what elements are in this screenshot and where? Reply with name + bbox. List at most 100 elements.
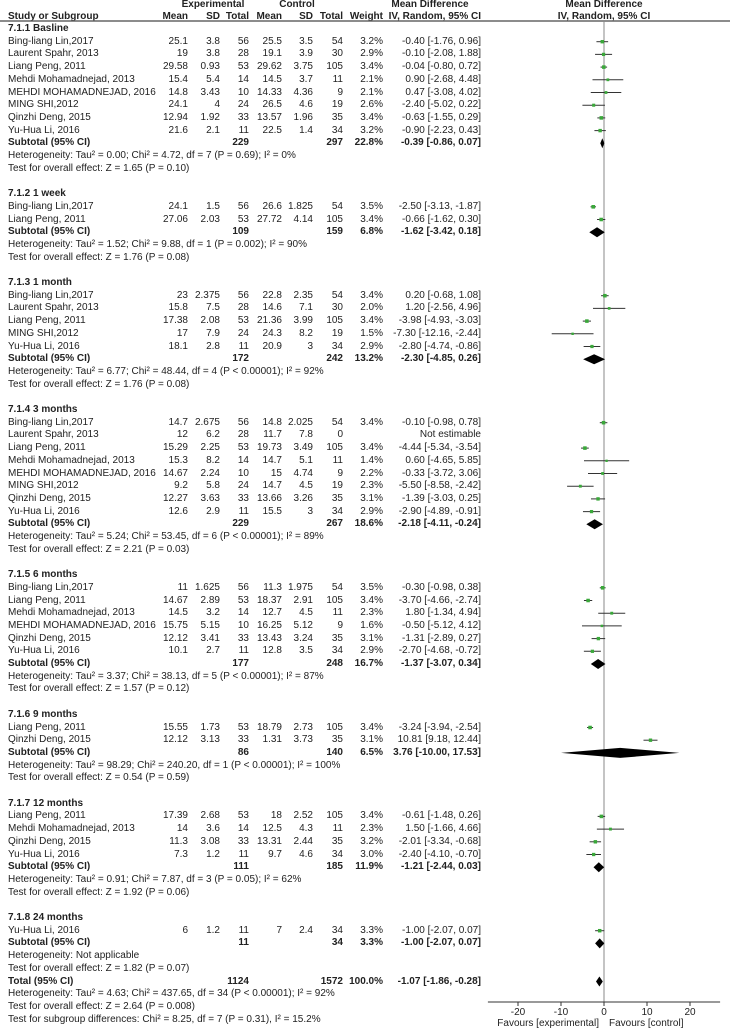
study-cell: 2.52 xyxy=(293,810,313,822)
study-cell: -0.30 [-0.98, 0.38] xyxy=(402,581,481,593)
subtotal-label: Subtotal (95% CI) xyxy=(8,518,91,530)
study-cell: -4.44 [-5.34, -3.54] xyxy=(398,442,481,454)
study-cell: -2.40 [-5.02, 0.22] xyxy=(402,99,481,111)
study-cell: 30 xyxy=(331,302,343,314)
study-cell: 4.36 xyxy=(293,86,313,98)
x-axis-tick-label: 0 xyxy=(601,1007,607,1018)
study-cell: 33 xyxy=(237,632,249,644)
study-cell: 23 xyxy=(176,289,188,301)
subtotal-cell: -2.30 [-4.85, 0.26] xyxy=(400,353,481,365)
subtotal-cell: 267 xyxy=(326,518,343,530)
study-cell: 2.375 xyxy=(194,289,220,301)
plot-header-method: IV, Random, 95% CI xyxy=(557,11,651,22)
study-point-marker xyxy=(648,738,653,742)
study-cell: 11.3 xyxy=(263,581,282,593)
study-name: Liang Peng, 2011 xyxy=(8,213,86,225)
study-cell: 14 xyxy=(237,823,249,835)
study-cell: -5.50 [-8.58, -2.42] xyxy=(398,480,481,492)
study-cell: 14.8 xyxy=(262,416,282,428)
overall-effect-text: Test for overall effect: Z = 1.92 (P = 0… xyxy=(8,886,190,898)
study-name: MING SHI,2012 xyxy=(8,480,79,492)
x-axis-tick-label: 20 xyxy=(684,1007,696,1018)
study-point-marker xyxy=(596,636,601,641)
study-name: Liang Peng, 2011 xyxy=(8,61,86,73)
study-cell: 11 xyxy=(238,124,249,136)
study-cell: 6 xyxy=(182,924,188,936)
study-cell: 1.92 xyxy=(200,111,220,123)
header-method: IV, Random, 95% CI xyxy=(388,11,481,22)
study-cell: 3.99 xyxy=(293,315,313,327)
subtotal-cell: 3.76 [-10.00, 17.53] xyxy=(393,746,481,758)
heterogeneity-text: Heterogeneity: Tau² = 98.29; Chi² = 240.… xyxy=(8,759,341,771)
study-cell: -0.66 [-1.62, 0.30] xyxy=(402,213,481,225)
overall-effect-text: Test for overall effect: Z = 1.76 (P = 0… xyxy=(8,251,190,263)
subtotal-diamond xyxy=(583,354,606,365)
study-point-marker xyxy=(601,52,606,57)
study-cell: 3.6 xyxy=(206,823,220,835)
study-cell: 24.1 xyxy=(168,200,188,212)
subtotal-label: Subtotal (95% CI) xyxy=(8,353,91,365)
study-cell: 9.2 xyxy=(174,480,188,492)
study-cell: -0.61 [-1.48, 0.26] xyxy=(402,810,481,822)
study-cell: -0.63 [-1.55, 0.29] xyxy=(402,111,481,123)
study-name: Yu-Hua Li, 2016 xyxy=(8,924,80,936)
study-cell: 0.60 [-4.65, 5.85] xyxy=(405,454,481,466)
study-cell: 105 xyxy=(326,810,343,822)
study-cell: 4.3 xyxy=(299,823,313,835)
study-cell: 12.12 xyxy=(162,632,188,644)
study-cell: 4.6 xyxy=(299,848,313,860)
subtotal-diamond xyxy=(561,747,680,758)
study-cell: 3.4% xyxy=(360,315,383,327)
study-cell: 35 xyxy=(331,632,343,644)
study-cell: 26.6 xyxy=(262,200,282,212)
subtotal-cell: 229 xyxy=(232,137,249,149)
study-cell: 1.4% xyxy=(360,454,383,466)
study-cell: 3.4% xyxy=(360,213,383,225)
study-name: Bing-liang Lin,2017 xyxy=(8,200,94,212)
study-point-marker xyxy=(571,332,574,335)
study-cell: 34 xyxy=(331,340,343,352)
subtotal-cell: 297 xyxy=(326,137,343,149)
total-overall-effect-text: Test for overall effect: Z = 2.64 (P = 0… xyxy=(8,1000,195,1012)
study-point-marker xyxy=(588,725,592,730)
study-cell: 19 xyxy=(331,480,343,492)
study-cell: 14.8 xyxy=(168,86,188,98)
subtotal-cell: 248 xyxy=(326,658,343,669)
overall-effect-text: Test for overall effect: Z = 1.65 (P = 0… xyxy=(8,162,190,174)
study-cell: 2.73 xyxy=(293,721,313,733)
study-cell: 28 xyxy=(237,48,249,60)
study-point-marker xyxy=(590,649,595,653)
x-axis-tick-label: -10 xyxy=(553,1007,569,1018)
study-cell: 14.5 xyxy=(168,607,188,619)
study-name: Liang Peng, 2011 xyxy=(8,721,86,733)
study-cell: 2.68 xyxy=(200,810,220,822)
study-cell: 3.13 xyxy=(200,734,220,746)
study-cell: 3.49 xyxy=(293,442,313,454)
study-cell: 30 xyxy=(331,48,343,60)
study-cell: 35 xyxy=(331,835,343,847)
study-cell: -2.50 [-3.13, -1.87] xyxy=(398,200,481,212)
study-cell: 3.5% xyxy=(360,581,383,593)
study-point-marker xyxy=(591,205,596,209)
study-cell: 10.81 [9.18, 12.44] xyxy=(397,734,481,746)
study-point-marker xyxy=(589,509,594,514)
study-cell: 29.58 xyxy=(162,61,188,73)
study-cell: -0.04 [-0.80, 0.72] xyxy=(402,61,481,73)
subtotal-cell: 185 xyxy=(326,861,343,873)
subtotal-cell: 140 xyxy=(326,746,343,758)
study-cell: 35 xyxy=(331,111,343,123)
study-cell: 27.72 xyxy=(256,213,282,225)
study-cell: 27.06 xyxy=(162,213,188,225)
study-cell: 11.3 xyxy=(169,835,188,847)
study-cell: 15.8 xyxy=(168,302,188,314)
study-cell: 14.5 xyxy=(262,73,282,85)
study-cell: 15.29 xyxy=(162,442,188,454)
study-cell: 4.74 xyxy=(293,467,313,479)
subtotal-cell: 177 xyxy=(232,658,249,669)
study-point-marker xyxy=(592,852,596,857)
study-cell: 33 xyxy=(237,111,249,123)
study-cell: 56 xyxy=(237,581,249,593)
study-cell: 4.6 xyxy=(299,99,313,111)
study-cell: 22.8 xyxy=(262,289,282,301)
subtotal-cell: 172 xyxy=(232,353,249,365)
